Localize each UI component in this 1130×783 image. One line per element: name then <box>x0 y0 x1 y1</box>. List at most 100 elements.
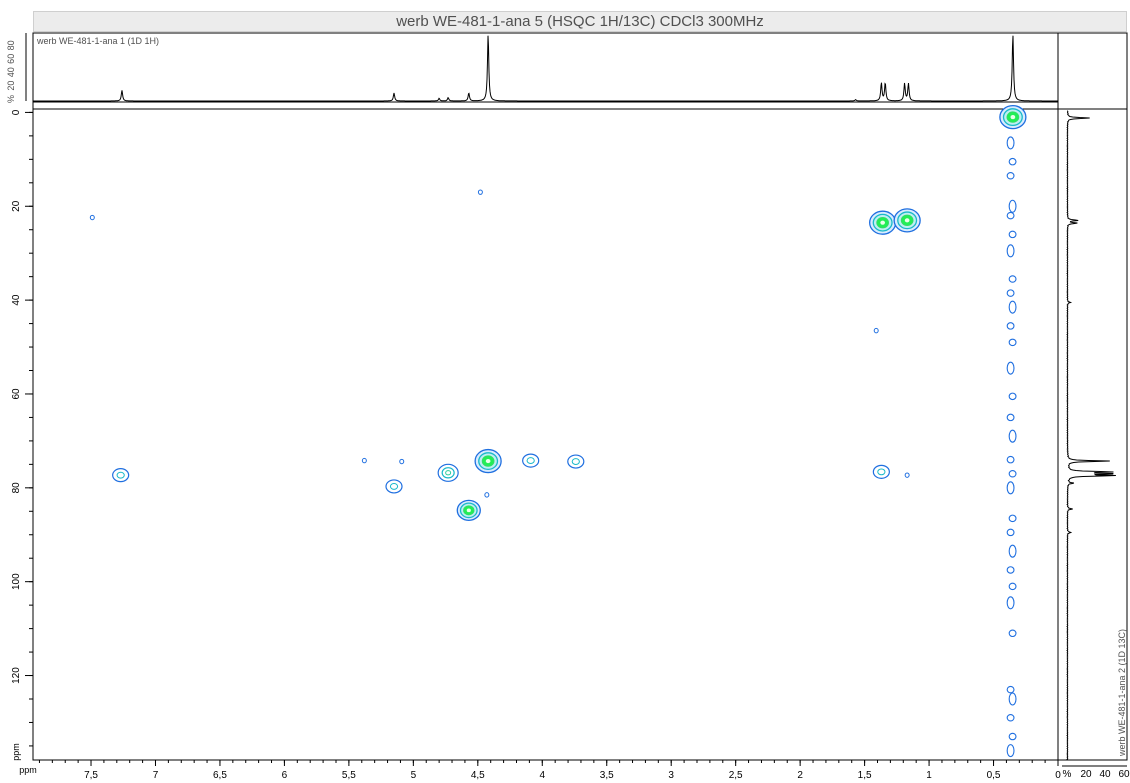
streak-blob <box>1006 211 1015 220</box>
f1-projection: werb WE-481-1-ana 2 (1D 13C)% 20 40 60 <box>1062 110 1130 780</box>
y-tick-label: 20 <box>11 200 22 212</box>
x-tick-label: 1,5 <box>858 770 872 781</box>
streak-blob <box>1006 361 1015 375</box>
outer-frame <box>32 32 1128 761</box>
cross-peak <box>999 104 1027 130</box>
f1-projection-tick: % <box>1063 769 1072 780</box>
x-tick-label: 5 <box>411 770 417 781</box>
streak-blob <box>1006 714 1015 722</box>
y-tick-label: 40 <box>11 294 22 306</box>
streak-blob <box>1008 544 1017 558</box>
f1-projection-tick: 40 <box>1099 769 1111 780</box>
y-tick-label: 0 <box>11 109 22 115</box>
f1-projection-trace <box>1066 110 1116 761</box>
streak-blob <box>1008 429 1017 443</box>
contour-mid <box>571 458 580 465</box>
axes: 7,5 7 6,5 6 5,5 5 4,5 4 3,5 3 2,5 2 1,5 1 0,5 0 ppm 0 20 40… <box>11 109 1061 781</box>
plot-title: werb WE-481-1-ana 5 (HSQC 1H/13C) CDCl3 … <box>33 11 1127 32</box>
cross-peak <box>112 468 130 483</box>
streak-blob <box>1006 244 1015 258</box>
f2-projection-tick: 40 <box>6 67 16 77</box>
x-tick-label: 4 <box>539 770 545 781</box>
contour-mid <box>441 467 455 479</box>
streak-blob <box>1006 566 1015 574</box>
x-tick-label: 2,5 <box>729 770 743 781</box>
streak-blob <box>1006 685 1015 694</box>
cross-peak <box>89 214 95 221</box>
y-tick-label: 60 <box>11 388 22 400</box>
cross-peak <box>385 479 403 494</box>
x-tick-label: 7 <box>153 770 159 781</box>
streak-blob <box>1006 322 1015 330</box>
f2-projection-trace <box>33 35 1058 102</box>
streak-blob <box>1006 455 1015 464</box>
cross-peak <box>484 492 490 498</box>
contour-map[interactable] <box>89 104 1027 758</box>
streak-blob <box>1006 172 1015 180</box>
contour-mid <box>526 457 535 465</box>
streak-blob <box>1008 157 1017 166</box>
streak-blob <box>1008 392 1017 401</box>
contour-core <box>904 218 910 223</box>
contour-outer <box>872 464 890 479</box>
x-tick-label: 6,5 <box>213 770 227 781</box>
streak-blob <box>1008 629 1017 638</box>
streak-blob <box>1008 300 1017 314</box>
artifact-streak <box>1006 136 1017 758</box>
contour-outer <box>437 463 459 482</box>
contour-mid <box>877 468 886 476</box>
streak-blob <box>1008 230 1017 239</box>
cross-peak <box>869 210 897 235</box>
x-tick-label: 2 <box>797 770 803 781</box>
streak-blob <box>1006 289 1015 297</box>
contour-outer <box>522 453 540 468</box>
f2-projection: werb WE-481-1-ana 1 (1D 1H)% 20 40 60 80 <box>6 33 1058 103</box>
contour-outer <box>873 327 879 334</box>
streak-blob <box>1006 744 1015 758</box>
f2-projection-tick: 80 <box>6 40 16 50</box>
cross-peak <box>872 464 890 479</box>
x-tick-label: 3 <box>668 770 674 781</box>
y-tick-label: 80 <box>11 482 22 494</box>
contour-core <box>1010 115 1016 120</box>
contour-outer <box>484 492 490 498</box>
y-tick-label: 100 <box>11 573 22 590</box>
cross-peak <box>567 454 585 469</box>
x-tick-label: 7,5 <box>84 770 98 781</box>
cross-peak <box>477 189 483 195</box>
streak-blob <box>1008 732 1017 741</box>
x-tick-label: 4,5 <box>471 770 485 781</box>
contour-outer <box>399 458 405 465</box>
contour-outer <box>112 468 130 483</box>
cross-peak <box>456 499 481 521</box>
f1-projection-tick: 60 <box>1118 769 1130 780</box>
contour-core <box>466 508 471 513</box>
streak-blob <box>1006 413 1015 422</box>
cross-peak <box>437 463 459 482</box>
cross-peak <box>904 472 910 478</box>
contour-inner <box>445 470 452 476</box>
contour-core <box>880 220 885 225</box>
contour-outer <box>477 189 483 195</box>
x-tick-label: 3,5 <box>600 770 614 781</box>
contour-outer <box>567 454 585 469</box>
contour-outer <box>904 472 910 478</box>
f1-projection-label: werb WE-481-1-ana 2 (1D 13C) <box>1117 629 1127 757</box>
y-tick-label: 120 <box>11 667 22 684</box>
cross-peak <box>399 458 405 465</box>
cross-peak <box>361 457 367 464</box>
streak-blob <box>1008 692 1017 706</box>
streak-blob <box>1006 136 1015 150</box>
x-unit-label: ppm <box>19 765 37 775</box>
cross-peak <box>893 208 921 233</box>
plot-frame <box>32 32 1128 761</box>
f2-projection-tick: % <box>6 95 16 103</box>
streak-blob <box>1008 514 1017 523</box>
streak-blob <box>1008 582 1017 591</box>
streak-blob <box>1008 338 1017 347</box>
x-tick-label: 0 <box>1055 770 1061 781</box>
contour-core <box>485 459 491 464</box>
streak-blob <box>1008 275 1017 283</box>
streak-blob <box>1008 469 1017 478</box>
